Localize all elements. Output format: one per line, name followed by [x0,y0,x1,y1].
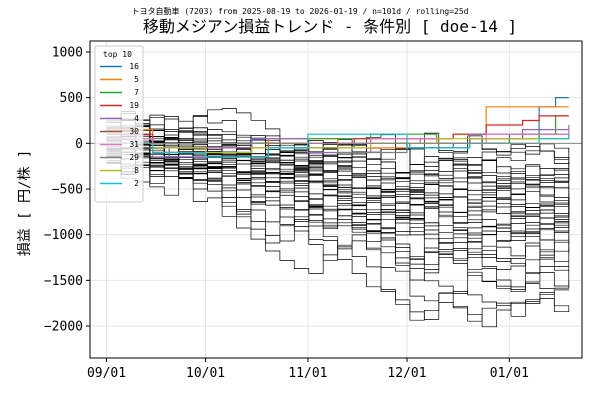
x-tick-label: 01/01 [490,366,529,381]
background-series [106,108,570,328]
y-ticks: 1000 500 0 −500 −1000 −1500 −2000 [44,45,90,335]
x-tick-label: 12/01 [387,366,426,381]
y-tick-label: −1500 [44,274,83,289]
y-tick-label: 500 [60,91,83,106]
legend-entry-label: 19 [129,101,139,110]
legend-entry-label: 4 [134,114,139,123]
y-tick-label: 1000 [52,45,83,60]
legend-items: 16 5 7 19 4 30 31 29 8 2 [100,62,139,188]
background-series-line [106,125,570,201]
x-tick-label: 11/01 [288,366,327,381]
legend-entry-label: 31 [129,140,139,149]
legend-entry-label: 29 [129,153,139,162]
legend-box [94,45,144,203]
y-tick-label: −500 [52,182,83,197]
y-tick-label: 0 [75,137,83,152]
legend: top 10 16 5 7 19 4 30 31 29 8 2 [94,45,144,203]
legend-entry-label: 5 [134,75,139,84]
background-series-line [106,130,570,195]
legend-title: top 10 [103,50,132,59]
legend-entry-label: 2 [134,179,139,188]
legend-entry-label: 7 [134,88,139,97]
x-ticks: 09/01 10/01 11/01 12/01 01/01 [87,358,529,381]
background-series-line [106,130,570,193]
y-tick-label: −2000 [44,320,83,335]
plot-border [89,40,583,359]
background-series-line [106,136,570,222]
chart-subtitle: トヨタ自動車 (7203) from 2025-08-19 to 2026-01… [132,6,469,16]
x-tick-label: 10/01 [186,366,225,381]
background-series-line [106,138,570,328]
background-series-line [106,123,570,272]
legend-entry-label: 30 [129,127,139,136]
x-tick-label: 09/01 [87,366,126,381]
series-line-2 [106,133,570,158]
y-tick-label: −1000 [44,228,83,243]
legend-entry-label: 8 [134,166,139,175]
background-series-line [106,128,570,293]
background-series-line [106,119,570,252]
y-axis-label: 損益 [ 円/株 ] [17,150,33,257]
chart-title: 移動メジアン損益トレンド - 条件別 [ doe-14 ] [143,17,517,36]
legend-entry-label: 16 [129,62,139,71]
